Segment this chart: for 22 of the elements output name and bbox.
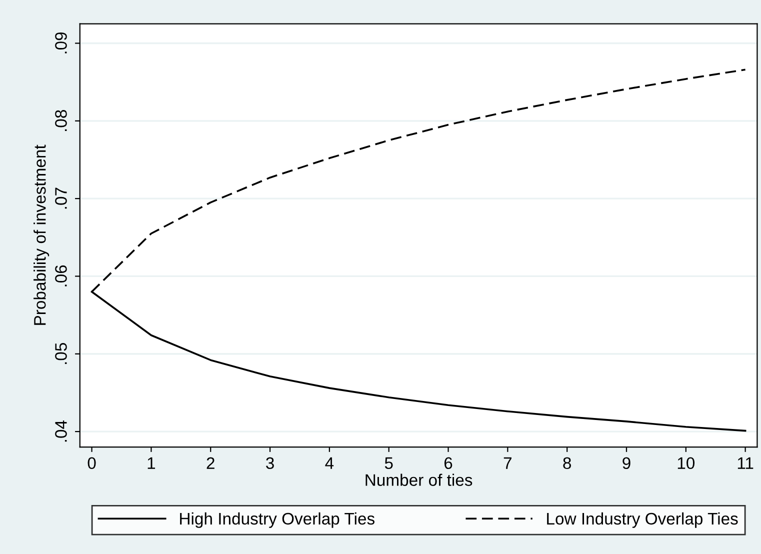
y-tick-label: .05 (55, 342, 67, 364)
x-tick-label: 8 (563, 457, 571, 470)
x-tick-label: 1 (148, 457, 156, 469)
y-axis-title: Probability of investment (34, 144, 50, 325)
x-tick-label: 5 (384, 457, 393, 470)
x-tick-label: 4 (325, 457, 334, 469)
x-tick-label: 3 (266, 457, 274, 470)
y-tick-label: .04 (55, 420, 67, 442)
y-tick-label: .07 (55, 188, 67, 209)
y-tick-label: .06 (55, 265, 67, 286)
y-tick-label: .09 (55, 32, 67, 54)
x-axis-title: Number of ties (366, 474, 472, 486)
x-tick-label: 10 (678, 457, 695, 470)
x-tick-label: 6 (444, 457, 452, 470)
x-tick-label: 2 (206, 457, 214, 469)
x-tick-label: 9 (622, 457, 630, 470)
x-tick-label: 11 (738, 457, 754, 469)
legend-label: High Industry Overlap Ties (180, 512, 374, 528)
x-tick-label: 0 (88, 457, 96, 470)
y-tick-label: .08 (55, 110, 67, 131)
x-tick-label: 7 (504, 457, 512, 469)
legend-label: Low Industry Overlap Ties (547, 512, 738, 528)
